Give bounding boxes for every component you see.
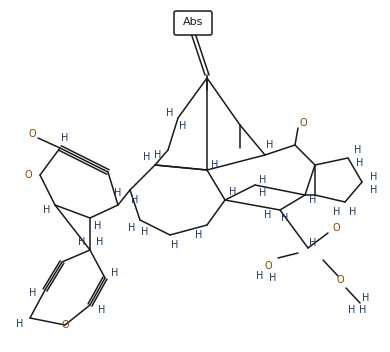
Text: O: O xyxy=(61,320,69,330)
Text: Abs: Abs xyxy=(183,17,203,27)
Text: H: H xyxy=(348,305,356,315)
Text: O: O xyxy=(332,223,340,233)
Text: H: H xyxy=(211,160,219,170)
Text: H: H xyxy=(370,172,378,182)
Text: H: H xyxy=(98,305,106,315)
Text: H: H xyxy=(131,195,139,205)
Text: H: H xyxy=(94,221,102,231)
Text: H: H xyxy=(349,207,357,217)
Text: H: H xyxy=(43,205,51,215)
Text: H: H xyxy=(259,175,267,185)
Text: H: H xyxy=(356,158,364,168)
Text: H: H xyxy=(78,237,86,247)
Text: O: O xyxy=(299,118,307,128)
Text: H: H xyxy=(269,273,277,283)
Text: H: H xyxy=(171,240,179,250)
Text: H: H xyxy=(370,185,378,195)
Text: H: H xyxy=(96,237,104,247)
Text: H: H xyxy=(359,305,367,315)
Text: H: H xyxy=(362,293,370,303)
Text: H: H xyxy=(266,140,274,150)
Text: H: H xyxy=(114,188,122,198)
Text: H: H xyxy=(179,121,187,131)
Text: H: H xyxy=(166,108,174,118)
Text: H: H xyxy=(309,238,317,248)
Text: H: H xyxy=(256,271,264,281)
Text: H: H xyxy=(128,223,136,233)
Text: H: H xyxy=(141,227,149,237)
Text: H: H xyxy=(143,152,151,162)
Text: H: H xyxy=(333,207,341,217)
FancyBboxPatch shape xyxy=(174,11,212,35)
Text: H: H xyxy=(29,288,37,298)
Text: H: H xyxy=(111,268,119,278)
Text: H: H xyxy=(264,210,272,220)
Text: O: O xyxy=(264,261,272,271)
Text: O: O xyxy=(24,170,32,180)
Text: H: H xyxy=(61,133,69,143)
Text: O: O xyxy=(336,275,344,285)
Text: O: O xyxy=(28,129,36,139)
Text: H: H xyxy=(281,213,289,223)
Text: H: H xyxy=(259,188,267,198)
Text: H: H xyxy=(16,319,24,329)
Text: H: H xyxy=(229,187,237,197)
Text: H: H xyxy=(154,150,162,160)
Text: H: H xyxy=(309,195,317,205)
Text: H: H xyxy=(195,230,203,240)
Text: H: H xyxy=(354,145,362,155)
